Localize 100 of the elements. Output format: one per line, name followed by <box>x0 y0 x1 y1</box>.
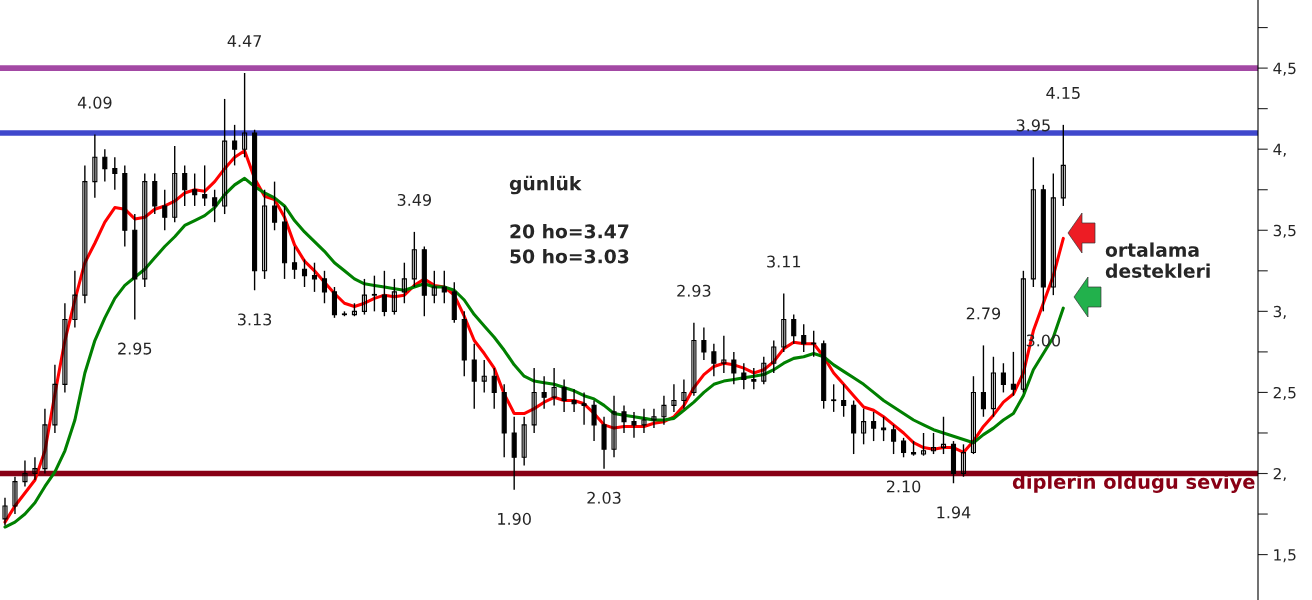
annotation: ortalama destekleri <box>1105 242 1210 278</box>
candlestick <box>901 437 907 458</box>
candlestick <box>301 258 308 288</box>
candlestick <box>112 156 118 191</box>
candlestick <box>222 98 228 215</box>
candlestick <box>52 364 58 434</box>
candlestick <box>212 189 218 223</box>
candlestick <box>581 391 587 426</box>
candlestick <box>801 323 807 353</box>
candlestick <box>571 388 577 413</box>
candlestick <box>671 383 677 413</box>
annotation: 2.79 <box>966 307 1001 320</box>
candlestick <box>871 411 877 442</box>
candlestick <box>841 383 847 418</box>
candlestick <box>631 411 637 439</box>
candlestick <box>521 416 527 467</box>
candlestick <box>1050 172 1056 296</box>
annotation: 4.15 <box>1046 87 1080 99</box>
candlestick <box>431 270 437 304</box>
candlestick <box>381 270 387 317</box>
candlestick <box>172 145 178 223</box>
annotation: 2.10 <box>886 480 921 493</box>
candlestick <box>621 404 627 434</box>
candlestick <box>711 343 717 377</box>
candlestick <box>82 164 88 304</box>
candlestick <box>1010 351 1016 397</box>
candlestick <box>22 459 28 488</box>
annotation: 2.03 <box>587 491 621 504</box>
candlestick <box>980 344 986 418</box>
candlestick <box>691 322 697 397</box>
candlestick <box>681 378 687 410</box>
candlestick <box>591 399 597 442</box>
text: günlük <box>509 175 582 195</box>
candlestick <box>701 326 707 361</box>
candlestick <box>891 424 897 455</box>
annotation: 3.49 <box>397 193 431 206</box>
candlestick <box>1030 156 1036 288</box>
candlestick <box>92 133 98 199</box>
annotation: 50 ho=3.03 <box>510 248 629 264</box>
candlestick <box>761 356 767 386</box>
candlestick <box>12 476 18 515</box>
y-tick-label: 3, <box>1273 305 1286 319</box>
candlestick <box>42 407 48 475</box>
candlestick <box>242 72 248 158</box>
y-tick-label: 4,5 <box>1273 62 1296 76</box>
candlestick <box>751 367 757 390</box>
candlestick <box>321 270 328 304</box>
candlestick <box>202 164 208 207</box>
annotation: 4.09 <box>77 96 112 109</box>
annotation: 3.13 <box>238 313 272 326</box>
y-tick-label: 2, <box>1273 467 1286 482</box>
annotation: 1.90 <box>498 512 531 525</box>
annotation: 2.95 <box>118 342 152 355</box>
annotation: 2.93 <box>677 284 711 297</box>
candlestick <box>311 262 318 293</box>
y-tick-label: 3,5 <box>1273 224 1296 238</box>
ref-line-label: diplerin olduğu seviye <box>1012 473 1255 493</box>
candlestick <box>881 416 887 442</box>
y-tick-label: 1,5 <box>1274 549 1296 563</box>
candlestick <box>441 270 447 304</box>
candlestick <box>142 172 148 288</box>
candlestick <box>791 313 797 345</box>
candlestick <box>331 286 338 319</box>
candlestick <box>391 278 397 316</box>
candlestick <box>182 164 188 207</box>
candlestick <box>741 362 747 390</box>
candlestick <box>731 351 737 386</box>
annotation: 20 ho=3.47 <box>510 223 629 239</box>
candlestick <box>102 148 108 183</box>
candlestick <box>990 356 996 418</box>
candlestick <box>561 378 567 413</box>
candlestick <box>2 497 8 527</box>
candlestick <box>32 456 38 481</box>
candlestick <box>541 375 547 410</box>
candlestick <box>661 394 667 426</box>
annotation: 3.95 <box>1016 119 1050 132</box>
candlestick <box>1020 270 1026 394</box>
candlestick <box>531 367 537 434</box>
candlestick <box>651 407 657 429</box>
candlestick <box>1000 362 1006 394</box>
candlestick <box>551 367 557 407</box>
candlestick <box>970 375 977 455</box>
candlestick <box>1060 124 1066 207</box>
candlestick <box>811 330 817 358</box>
candlestick <box>641 407 647 434</box>
candlestick <box>491 367 497 410</box>
candlestick <box>361 278 367 316</box>
annotation: 4.47 <box>227 35 262 47</box>
annotation: 1.94 <box>937 506 971 519</box>
candlestick <box>401 262 407 304</box>
annotation: 3.11 <box>767 255 801 268</box>
candlestick <box>62 302 68 394</box>
candlestick <box>861 407 867 446</box>
candlestick <box>611 394 617 458</box>
candlestick <box>471 343 477 410</box>
candlestick <box>291 245 298 280</box>
candlestick <box>262 189 268 280</box>
y-tick-label: 2,5 <box>1273 386 1296 401</box>
candlestick <box>192 172 198 207</box>
candlestick <box>721 334 727 374</box>
